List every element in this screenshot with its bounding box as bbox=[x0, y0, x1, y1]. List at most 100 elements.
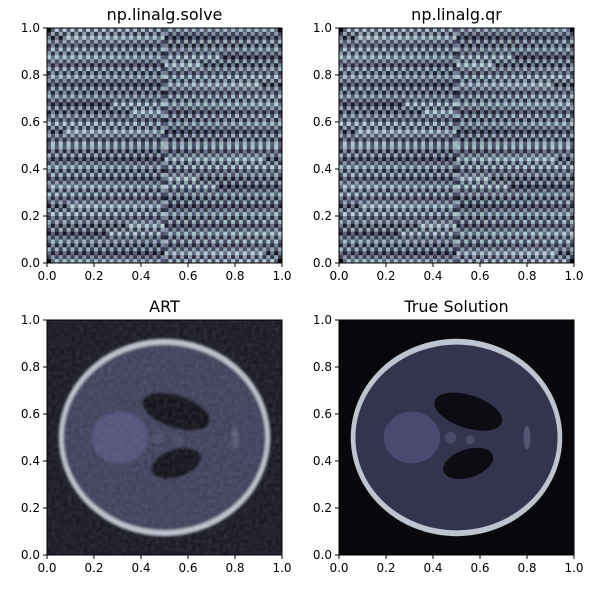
heatmap-cell bbox=[125, 157, 130, 162]
heatmap-cell bbox=[113, 82, 118, 88]
heatmap-cell bbox=[246, 106, 252, 111]
heatmap-cell bbox=[94, 200, 99, 205]
heatmap-cell bbox=[409, 110, 414, 115]
heatmap-cell bbox=[425, 71, 430, 76]
heatmap-cell bbox=[141, 47, 146, 52]
heatmap-cell bbox=[219, 133, 224, 139]
heatmap-cell bbox=[346, 82, 352, 88]
heatmap-cell bbox=[86, 153, 91, 158]
heatmap-cell bbox=[231, 133, 236, 139]
heatmap-cell bbox=[203, 251, 208, 256]
heatmap-cell bbox=[66, 118, 71, 123]
heatmap-cell bbox=[266, 114, 271, 119]
heatmap-cell bbox=[86, 125, 91, 131]
heatmap-cell bbox=[278, 86, 283, 92]
heatmap-cell bbox=[144, 82, 150, 88]
heatmap-cell bbox=[97, 145, 103, 150]
heatmap-cell bbox=[191, 188, 197, 193]
heatmap-cell bbox=[448, 67, 453, 72]
heatmap-cell bbox=[223, 63, 228, 68]
heatmap-cell bbox=[472, 28, 477, 33]
heatmap-cell bbox=[195, 106, 201, 111]
heatmap-cell bbox=[47, 98, 52, 103]
heatmap-cell bbox=[223, 227, 228, 233]
heatmap-cell bbox=[429, 28, 434, 33]
heatmap-cell bbox=[266, 98, 271, 103]
heatmap-cell bbox=[168, 82, 173, 88]
heatmap-cell bbox=[70, 184, 75, 189]
heatmap-cell bbox=[180, 145, 185, 150]
heatmap-cell bbox=[121, 75, 126, 80]
heatmap-cell bbox=[254, 71, 259, 76]
heatmap-cell bbox=[176, 231, 181, 236]
heatmap-cell bbox=[50, 200, 56, 205]
heatmap-cell bbox=[258, 35, 263, 41]
heatmap-cell bbox=[246, 114, 252, 119]
heatmap-cell bbox=[172, 28, 177, 33]
heatmap-cell bbox=[483, 31, 489, 37]
heatmap-cell bbox=[274, 39, 279, 45]
heatmap-cell bbox=[156, 165, 161, 170]
heatmap-cell bbox=[342, 71, 348, 76]
heatmap-cell bbox=[152, 43, 158, 48]
heatmap-cell bbox=[558, 55, 563, 60]
heatmap-cell bbox=[460, 114, 465, 119]
heatmap-cell bbox=[219, 219, 224, 225]
heatmap-cell bbox=[109, 35, 114, 41]
heatmap-cell bbox=[74, 47, 79, 52]
heatmap-cell bbox=[47, 125, 52, 131]
heatmap-cell bbox=[444, 75, 450, 80]
heatmap-cell bbox=[117, 204, 122, 209]
heatmap-cell bbox=[101, 110, 107, 115]
heatmap-cell bbox=[66, 106, 71, 111]
heatmap-cell bbox=[342, 31, 348, 37]
heatmap-cell bbox=[483, 39, 489, 45]
heatmap-cell bbox=[141, 184, 146, 189]
heatmap-cell bbox=[133, 169, 138, 174]
heatmap-cell bbox=[117, 239, 122, 244]
heatmap-cell bbox=[86, 188, 91, 193]
heatmap-cell bbox=[58, 67, 64, 72]
heatmap-cell bbox=[82, 235, 87, 240]
heatmap-cell bbox=[176, 184, 181, 189]
heatmap-cell bbox=[238, 243, 244, 248]
heatmap-cell bbox=[172, 153, 177, 158]
heatmap-cell bbox=[546, 98, 551, 103]
heatmap-cell bbox=[137, 51, 142, 56]
heatmap-cell bbox=[389, 43, 395, 48]
heatmap-cell bbox=[223, 153, 228, 158]
heatmap-cell bbox=[188, 141, 193, 146]
heatmap-cell bbox=[266, 216, 271, 221]
heatmap-cell bbox=[144, 251, 150, 256]
heatmap-cell bbox=[242, 35, 248, 41]
heatmap-cell bbox=[160, 161, 165, 166]
heatmap-cell bbox=[211, 137, 216, 142]
heatmap-cell bbox=[570, 110, 575, 115]
heatmap-cell bbox=[274, 196, 279, 201]
heatmap-cell bbox=[70, 67, 75, 72]
heatmap-cell bbox=[495, 110, 500, 115]
heatmap-cell bbox=[405, 63, 410, 68]
heatmap-cell bbox=[266, 106, 271, 111]
heatmap-cell bbox=[86, 235, 91, 240]
heatmap-cell bbox=[160, 110, 165, 115]
heatmap-cell bbox=[409, 75, 414, 80]
heatmap-cell bbox=[74, 94, 79, 99]
heatmap-cell bbox=[109, 133, 114, 139]
heatmap-cell bbox=[203, 75, 208, 80]
heatmap-cell bbox=[137, 255, 142, 260]
heatmap-cell bbox=[570, 31, 575, 37]
heatmap-cell bbox=[456, 43, 461, 48]
heatmap-cell bbox=[503, 28, 508, 33]
heatmap-cell bbox=[188, 161, 193, 166]
heatmap-cell bbox=[215, 161, 220, 166]
heatmap-cell bbox=[250, 208, 255, 213]
heatmap-cell bbox=[464, 51, 469, 56]
heatmap-cell bbox=[468, 43, 473, 48]
heatmap-cell bbox=[97, 231, 103, 236]
heatmap-cell bbox=[47, 86, 52, 92]
heatmap-cell bbox=[86, 141, 91, 146]
heatmap-cell bbox=[235, 165, 240, 170]
heatmap-cell bbox=[342, 86, 348, 92]
heatmap-cell bbox=[121, 43, 126, 48]
